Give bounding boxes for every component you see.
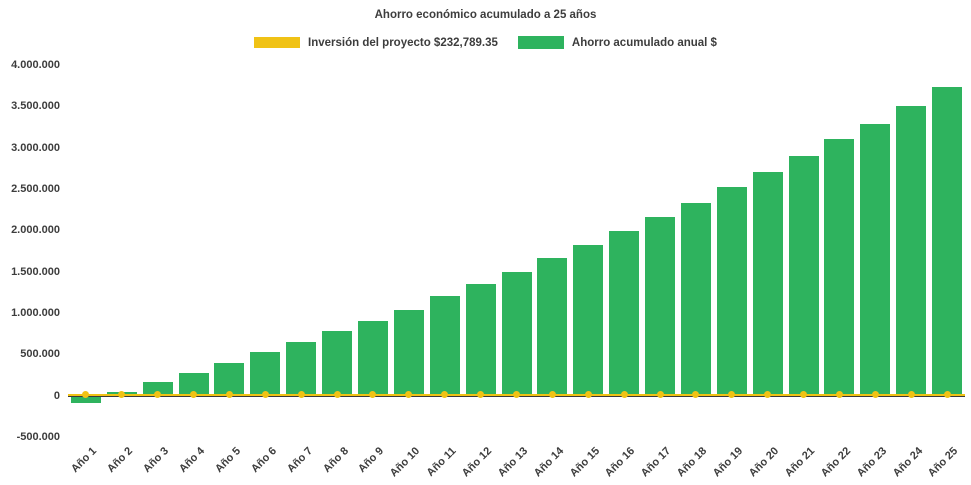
investment-marker [835,391,843,399]
investment-marker [620,391,628,399]
bar-ano-22 [824,139,855,396]
x-axis-category-label: Año 14 [531,445,566,480]
y-axis-tick-label: 2.500.000 [11,183,60,195]
bar-ano-25 [932,87,963,396]
x-axis-category-label: Año 1 [69,445,100,476]
x-axis-category-label: Año 21 [782,445,818,480]
bar-ano-14 [537,258,568,396]
investment-marker [692,391,700,399]
investment-marker [118,391,126,399]
x-axis-category-label: Año 16 [603,445,638,480]
x-axis-category-label: Año 10 [387,445,423,480]
y-axis-tick-label: 1.000.000 [11,307,60,319]
bar-ano-19 [716,187,747,396]
bar-ano-6 [250,351,281,396]
y-axis-tick-label: -500.000 [16,431,60,443]
x-axis-category-label: Año 12 [459,445,495,480]
investment-marker [261,391,269,399]
investment-legend-label: Inversión del proyecto $232,789.35 [308,36,498,49]
x-axis-category-label: Año 24 [890,445,925,480]
investment-marker [907,391,915,399]
bar-ano-23 [860,123,891,396]
x-axis-category-label: Año 19 [710,445,746,480]
bar-ano-21 [788,155,819,396]
investment-marker [82,391,90,399]
x-axis-category-label: Año 8 [320,445,351,476]
bar-ano-16 [609,231,640,396]
legend-item-savings: Ahorro acumulado anual $ [517,36,717,49]
bar-ano-20 [752,172,783,396]
investment-marker [656,391,664,399]
x-axis-category-label: Año 9 [356,445,387,476]
bar-ano-7 [286,341,317,396]
x-axis-category-label: Año 13 [495,445,530,480]
x-axis-category-label: Año 5 [212,445,243,476]
bar-ano-11 [429,296,460,396]
bar-ano-8 [322,331,353,396]
bar-ano-3 [142,382,173,396]
x-axis-category-label: Año 17 [639,445,674,480]
investment-marker [548,391,556,399]
y-axis-tick-label: 500.000 [20,348,60,361]
x-axis-category-label: Año 6 [248,445,279,476]
investment-marker [154,391,162,399]
bar-ano-15 [573,245,604,396]
investment-swatch-icon [254,37,301,48]
investment-marker [441,391,449,399]
x-axis-category-label: Año 2 [105,445,136,476]
x-axis-category-label: Año 15 [567,445,602,480]
investment-marker [477,391,485,399]
x-axis-category-label: Año 7 [284,445,315,476]
y-axis-tick-label: 3.500.000 [11,100,60,113]
y-axis-tick-label: 4.000.000 [11,59,60,71]
investment-marker [333,391,341,399]
investment-marker [297,391,305,399]
bar-ano-10 [393,309,424,396]
investment-marker [728,391,736,399]
x-axis-category-label: Año 25 [926,445,961,480]
chart-title: Ahorro económico acumulado a 25 años [374,9,597,21]
bar-ano-24 [896,106,927,396]
bar-ano-5 [214,362,245,396]
chart-legend: Inversión del proyecto $232,789.35 Ahorr… [0,36,971,49]
bar-ano-17 [645,217,676,396]
investment-marker [513,391,520,399]
y-axis-tick-label: 0 [53,389,60,402]
savings-legend-label: Ahorro acumulado anual $ [571,36,717,49]
x-axis-category-label: Año 4 [176,445,208,476]
savings-swatch-icon [517,36,564,49]
investment-marker [943,391,951,399]
investment-marker [405,391,413,399]
x-axis-category-label: Año 18 [674,445,710,480]
bar-ano-12 [465,284,496,396]
bar-ano-1 [70,395,101,404]
investment-marker [764,391,772,399]
bar-ano-9 [357,321,388,396]
x-axis-category-label: Año 20 [746,445,782,480]
x-axis-category-label: Año 3 [141,445,172,476]
investment-marker [225,391,233,399]
bar-ano-4 [178,372,209,396]
bar-ano-13 [501,271,532,396]
investment-marker [871,391,879,399]
x-axis-category-label: Año 11 [424,445,459,479]
bar-ano-18 [680,203,711,396]
investment-marker [369,391,377,399]
y-axis-tick-label: 3.000.000 [11,141,60,154]
x-axis-category-label: Año 22 [818,445,853,480]
x-axis-category-label: Año 23 [854,445,889,480]
investment-marker [584,391,592,399]
y-axis-tick-label: 1.500.000 [11,265,60,278]
investment-marker [800,391,808,399]
y-axis-tick-label: 2.000.000 [11,224,60,237]
legend-item-investment: Inversión del proyecto $232,789.35 [254,37,498,49]
investment-marker [190,391,198,399]
